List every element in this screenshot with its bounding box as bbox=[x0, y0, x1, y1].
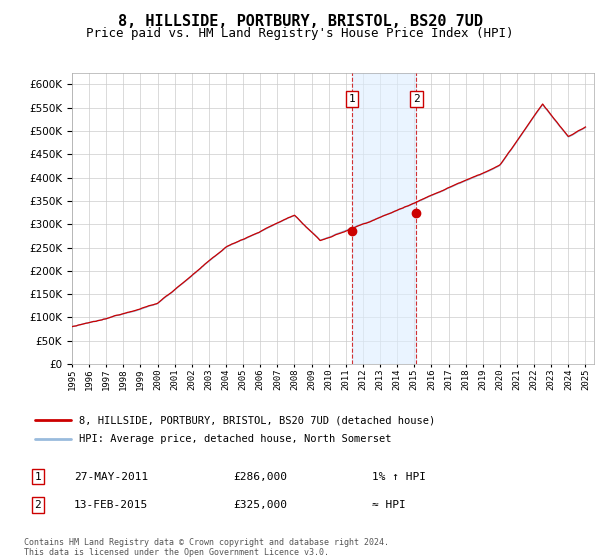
Text: 2: 2 bbox=[34, 500, 41, 510]
Text: 13-FEB-2015: 13-FEB-2015 bbox=[74, 500, 148, 510]
Text: 1: 1 bbox=[34, 472, 41, 482]
Text: 2: 2 bbox=[413, 94, 420, 104]
Text: £286,000: £286,000 bbox=[234, 472, 288, 482]
Text: 1: 1 bbox=[349, 94, 356, 104]
Text: Price paid vs. HM Land Registry's House Price Index (HPI): Price paid vs. HM Land Registry's House … bbox=[86, 27, 514, 40]
Text: £325,000: £325,000 bbox=[234, 500, 288, 510]
Text: HPI: Average price, detached house, North Somerset: HPI: Average price, detached house, Nort… bbox=[79, 435, 392, 445]
Text: 8, HILLSIDE, PORTBURY, BRISTOL, BS20 7UD (detached house): 8, HILLSIDE, PORTBURY, BRISTOL, BS20 7UD… bbox=[79, 415, 436, 425]
Text: Contains HM Land Registry data © Crown copyright and database right 2024.
This d: Contains HM Land Registry data © Crown c… bbox=[24, 538, 389, 557]
Text: 1% ↑ HPI: 1% ↑ HPI bbox=[372, 472, 426, 482]
Bar bbox=[352, 73, 416, 364]
Text: ≈ HPI: ≈ HPI bbox=[372, 500, 406, 510]
Text: 8, HILLSIDE, PORTBURY, BRISTOL, BS20 7UD: 8, HILLSIDE, PORTBURY, BRISTOL, BS20 7UD bbox=[118, 14, 482, 29]
Text: 27-MAY-2011: 27-MAY-2011 bbox=[74, 472, 148, 482]
